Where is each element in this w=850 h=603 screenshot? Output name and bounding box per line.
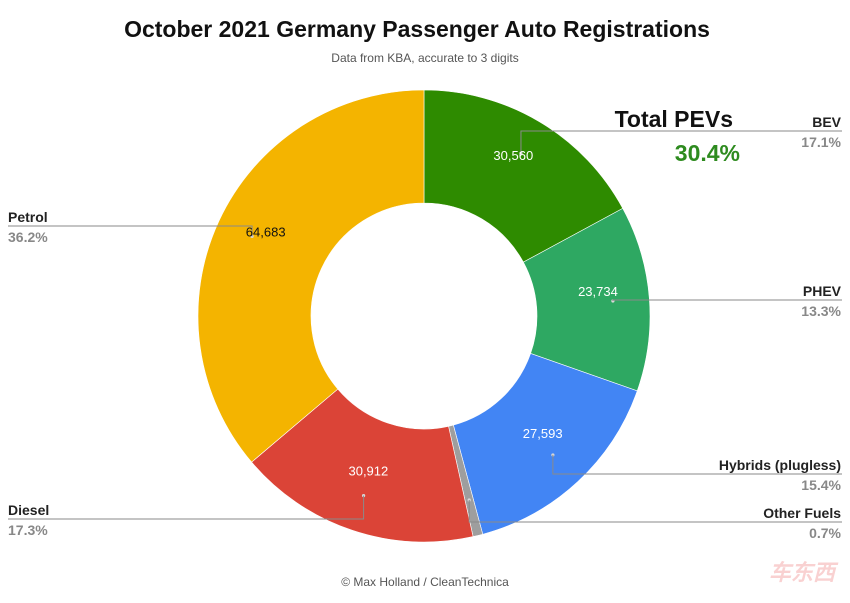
category-label-hybrids-plugless: Hybrids (plugless)	[719, 457, 841, 473]
chart-subtitle: Data from KBA, accurate to 3 digits	[331, 51, 518, 65]
value-label-bev: 30,560	[493, 148, 533, 163]
slice-bev	[423, 89, 624, 263]
slice-labels: 30,560 BEV 17.1% 23,734 PHEV 13.3% 27,593 Hybri…	[8, 114, 842, 541]
slice-diesel	[251, 388, 474, 543]
leader-line-other-fuels	[468, 500, 842, 523]
category-label-other-fuels: Other Fuels	[763, 505, 841, 521]
category-label-diesel: Diesel	[8, 502, 49, 518]
leader-line-hybrids-plugless	[552, 454, 842, 475]
chart-credit: © Max Holland / CleanTechnica	[341, 575, 509, 589]
value-label-phev: 23,734	[578, 284, 618, 299]
leader-lines	[8, 130, 842, 523]
chart-title: October 2021 Germany Passenger Auto Regi…	[124, 16, 710, 42]
slice-hybrids-plugless	[453, 353, 638, 535]
total-pevs-value: 30.4%	[675, 140, 740, 166]
percent-label-bev: 17.1%	[801, 134, 841, 150]
leader-line-phev	[612, 299, 842, 301]
donut-slices	[197, 89, 651, 543]
slice-phev	[522, 207, 651, 392]
value-label-petrol: 64,683	[246, 225, 286, 240]
percent-label-petrol: 36.2%	[8, 229, 48, 245]
category-label-phev: PHEV	[803, 283, 842, 299]
percent-label-diesel: 17.3%	[8, 522, 48, 538]
leader-line-bev	[520, 130, 842, 154]
percent-label-phev: 13.3%	[801, 303, 841, 319]
watermark-text: 车东西	[769, 560, 839, 585]
category-label-petrol: Petrol	[8, 209, 48, 225]
leader-line-diesel	[8, 495, 365, 520]
slice-petrol	[197, 89, 425, 463]
leader-line-petrol	[8, 225, 253, 237]
value-label-diesel: 30,912	[348, 463, 388, 478]
percent-label-hybrids-plugless: 15.4%	[801, 477, 841, 493]
category-label-bev: BEV	[812, 114, 841, 130]
percent-label-other-fuels: 0.7%	[809, 525, 841, 541]
value-label-hybrids-plugless: 27,593	[523, 426, 563, 441]
total-pevs-label: Total PEVs	[615, 106, 733, 132]
